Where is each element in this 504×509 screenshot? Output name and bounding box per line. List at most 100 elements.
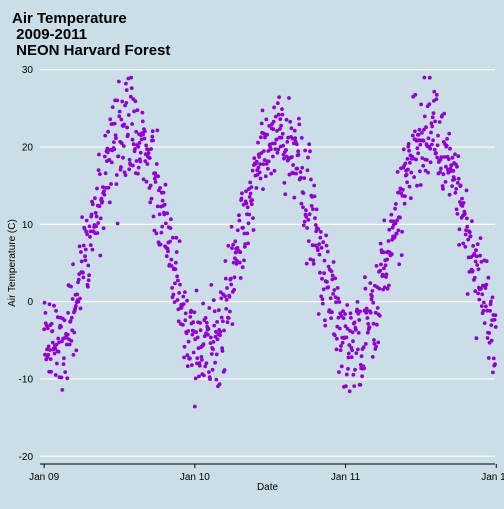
data-point [68, 319, 73, 323]
data-point [489, 338, 494, 343]
data-point [434, 93, 439, 97]
data-point [273, 147, 278, 152]
data-point [348, 311, 353, 316]
data-point [365, 316, 370, 320]
data-point [346, 355, 351, 360]
data-point [445, 137, 449, 141]
data-point [357, 318, 362, 322]
data-point [488, 309, 492, 313]
data-point [227, 294, 232, 299]
data-point [434, 151, 438, 155]
data-point [336, 296, 340, 301]
data-point [221, 319, 225, 324]
data-point [240, 191, 244, 196]
data-point [307, 142, 312, 147]
data-point [487, 331, 492, 335]
data-point [98, 253, 103, 258]
data-point [374, 264, 379, 268]
data-point [94, 224, 99, 229]
data-point [183, 318, 188, 323]
data-point [455, 164, 459, 169]
data-point [276, 147, 281, 152]
data-point [81, 243, 86, 248]
data-point [114, 173, 119, 177]
data-point [276, 112, 281, 117]
data-point [156, 174, 161, 179]
data-point [454, 207, 459, 212]
data-point [358, 383, 363, 387]
data-point [237, 213, 241, 218]
data-point [175, 298, 180, 302]
data-point [334, 300, 338, 305]
data-point [176, 278, 180, 283]
data-point [301, 223, 306, 228]
data-point [343, 312, 347, 316]
data-point [301, 191, 306, 196]
data-point [302, 219, 307, 224]
y-tick-label: -20 [19, 452, 34, 463]
data-point [251, 216, 255, 221]
data-point [376, 340, 381, 345]
data-point [64, 342, 69, 347]
data-point [222, 368, 227, 372]
data-point [256, 140, 260, 145]
data-point [417, 127, 422, 132]
data-point [243, 242, 248, 247]
data-point [278, 127, 282, 131]
data-point [399, 253, 404, 257]
data-point [434, 97, 439, 101]
data-point [283, 192, 288, 197]
data-point [352, 384, 357, 388]
data-point [122, 122, 127, 127]
data-point [113, 133, 118, 138]
data-point [460, 204, 465, 208]
data-point [331, 292, 335, 296]
data-point [235, 258, 239, 263]
data-point [101, 226, 106, 231]
data-point [328, 296, 333, 301]
data-point [200, 358, 204, 362]
data-point [71, 262, 75, 267]
data-point [162, 202, 167, 207]
data-point [206, 326, 211, 331]
data-point [218, 329, 223, 334]
data-point [284, 148, 288, 152]
data-point [119, 117, 124, 122]
data-point [257, 170, 262, 175]
data-point [443, 180, 448, 184]
data-point [296, 152, 301, 157]
data-point [117, 109, 122, 114]
data-point [103, 171, 108, 176]
data-point [285, 140, 290, 144]
data-point [171, 292, 176, 297]
data-point [351, 372, 356, 377]
data-point [476, 291, 480, 296]
data-point [329, 269, 334, 274]
data-point [194, 288, 199, 293]
data-point [493, 325, 498, 329]
data-point [464, 228, 468, 233]
data-point [430, 115, 435, 120]
data-point [345, 326, 350, 331]
data-point [65, 332, 70, 337]
data-point [439, 166, 443, 171]
data-points [42, 75, 498, 409]
data-point [456, 176, 461, 181]
data-point [76, 299, 81, 304]
data-point [479, 304, 484, 308]
data-point [63, 370, 68, 374]
data-point [306, 155, 310, 160]
data-point [124, 81, 128, 86]
data-point [266, 159, 271, 164]
data-point [279, 123, 283, 128]
data-point [415, 183, 419, 188]
data-point [453, 190, 458, 195]
data-point [371, 300, 376, 305]
data-point [310, 243, 315, 248]
data-point [288, 119, 293, 124]
data-point [88, 243, 93, 248]
data-point [344, 335, 349, 340]
data-point [320, 276, 324, 281]
data-point [269, 171, 274, 176]
data-point [88, 229, 93, 234]
